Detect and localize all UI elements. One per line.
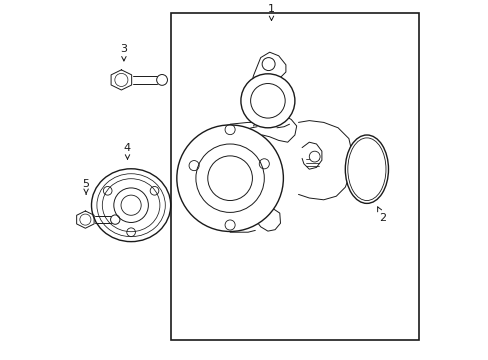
Circle shape — [177, 125, 283, 231]
Ellipse shape — [345, 135, 387, 203]
Text: 5: 5 — [82, 179, 89, 194]
Circle shape — [309, 151, 320, 162]
Text: 4: 4 — [123, 143, 131, 159]
Circle shape — [156, 75, 167, 85]
Circle shape — [241, 74, 294, 128]
Text: 3: 3 — [120, 44, 127, 61]
Circle shape — [262, 58, 275, 71]
Text: 1: 1 — [267, 4, 274, 21]
Text: 2: 2 — [377, 207, 386, 223]
Bar — [170, 13, 418, 340]
Ellipse shape — [91, 169, 170, 242]
Circle shape — [110, 215, 120, 224]
